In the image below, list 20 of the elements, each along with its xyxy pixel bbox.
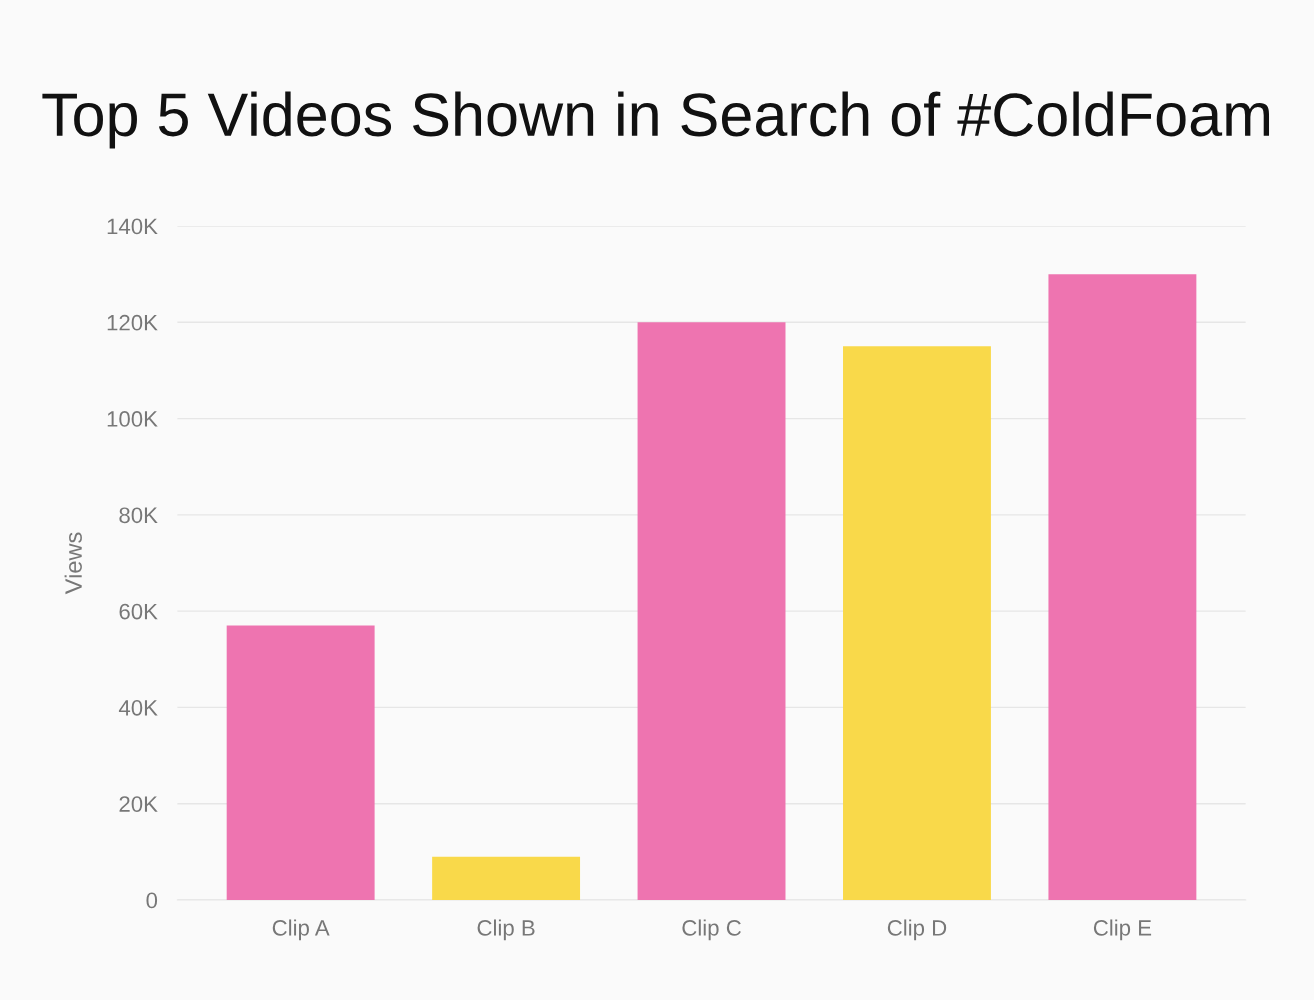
x-tick-label: Clip C bbox=[682, 919, 741, 941]
x-tick-label: Clip E bbox=[1093, 919, 1152, 941]
y-tick-label: 140K bbox=[107, 218, 158, 235]
y-tick-label: 60K bbox=[119, 603, 158, 620]
bar bbox=[637, 322, 786, 900]
y-tick-label: 0 bbox=[146, 892, 158, 909]
bar bbox=[843, 346, 991, 900]
bar bbox=[1048, 274, 1197, 900]
y-axis-title: Views bbox=[64, 532, 82, 595]
y-tick-label: 80K bbox=[119, 507, 158, 524]
x-tick-label: Clip B bbox=[477, 919, 535, 941]
bar bbox=[226, 625, 375, 900]
y-tick-label: 100K bbox=[107, 411, 158, 427]
bar bbox=[432, 856, 581, 900]
y-tick-label: 40K bbox=[118, 699, 158, 716]
x-tick-label: Clip A bbox=[272, 919, 330, 941]
chart-title: Top 5 Videos Shown in Search of #ColdFoam bbox=[42, 91, 1270, 149]
y-tick-label: 120K bbox=[107, 314, 158, 331]
y-tick-label: 20K bbox=[119, 796, 158, 812]
x-tick-label: Clip D bbox=[887, 919, 947, 941]
